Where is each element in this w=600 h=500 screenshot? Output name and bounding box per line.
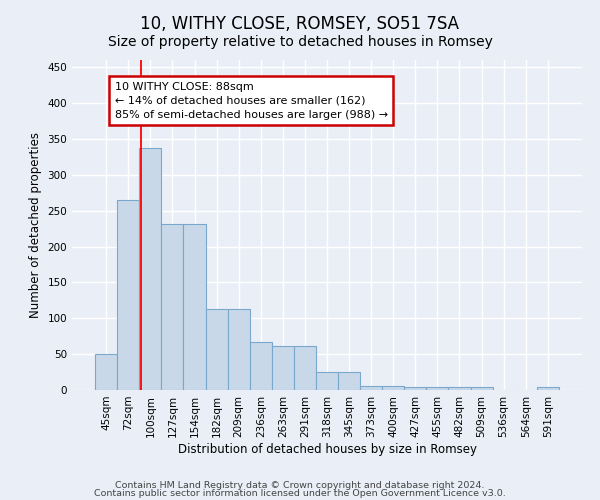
Bar [294, 346, 316, 390]
Bar [161, 224, 184, 390]
Bar [272, 346, 294, 390]
Text: 10, WITHY CLOSE, ROMSEY, SO51 7SA: 10, WITHY CLOSE, ROMSEY, SO51 7SA [140, 15, 460, 33]
Text: Contains HM Land Registry data © Crown copyright and database right 2024.: Contains HM Land Registry data © Crown c… [115, 480, 485, 490]
Text: Contains public sector information licensed under the Open Government Licence v3: Contains public sector information licen… [94, 489, 506, 498]
Bar [382, 386, 404, 390]
Bar [227, 309, 250, 390]
Y-axis label: Number of detached properties: Number of detached properties [29, 132, 42, 318]
Bar [427, 387, 448, 390]
Bar [316, 372, 338, 390]
Bar [184, 224, 206, 390]
Text: Size of property relative to detached houses in Romsey: Size of property relative to detached ho… [107, 35, 493, 49]
Bar [250, 342, 272, 390]
Bar [470, 387, 493, 390]
Bar [206, 309, 227, 390]
Bar [537, 387, 559, 390]
Bar [448, 387, 470, 390]
Bar [404, 387, 427, 390]
Bar [117, 200, 139, 390]
Bar [360, 386, 382, 390]
Text: 10 WITHY CLOSE: 88sqm
← 14% of detached houses are smaller (162)
85% of semi-det: 10 WITHY CLOSE: 88sqm ← 14% of detached … [115, 82, 388, 120]
Bar [139, 148, 161, 390]
Bar [95, 354, 117, 390]
X-axis label: Distribution of detached houses by size in Romsey: Distribution of detached houses by size … [178, 442, 476, 456]
Bar [338, 372, 360, 390]
